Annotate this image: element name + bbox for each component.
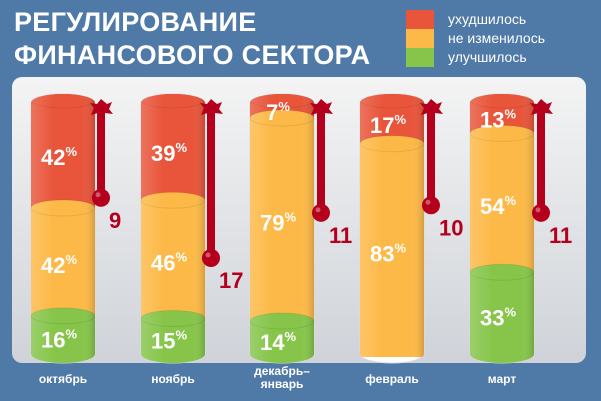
percent-sign: % [65,144,77,159]
thermometer-bulb-4 [532,203,550,222]
bar-group-1: 39%46%15% [140,93,206,364]
legend-swatch-worse [406,10,434,29]
percent-sign: % [394,240,406,255]
percent-sign: % [65,326,77,341]
thermometer-3: 10 [420,99,463,240]
tube-gloss [31,94,95,363]
data-label-worse-3: 17% [370,112,406,138]
thermometer-bulb-highlight-3 [425,199,431,205]
bar-group-3: 17%83% [359,93,425,364]
title-line-2: ФИНАНСОВОГО СЕКТОРА [14,40,371,70]
legend-label-same: не изменилось [448,30,546,46]
month-labels: октябрь ноябрь декабрь– январь февраль м… [0,365,601,401]
thermometer-1: 17 [200,99,243,293]
tube-gloss [360,94,424,363]
thermometer-bulb-1 [202,249,220,267]
data-label-better-2: 14% [260,329,296,355]
thermometer-stem-4 [537,108,545,213]
percent-sign: % [175,328,187,343]
chart-title: РЕГУЛИРОВАНИЕ ФИНАНСОВОГО СЕКТОРА [14,6,370,72]
tube-gloss [250,94,314,363]
month-label-4: март [487,372,517,386]
thermometer-bulb-highlight-4 [535,207,541,213]
percent-sign: % [504,107,516,122]
tube-gloss [470,94,534,363]
legend-swatch-better [406,48,434,67]
legend-label-worse: ухудшилось [448,11,527,27]
month-label-0: октябрь [38,372,88,386]
thermometer-bulb-3 [422,196,440,215]
month-label-1: ноябрь [151,372,195,386]
thermometer-0: 9 [90,99,121,233]
percent-sign: % [504,193,516,208]
percent-sign: % [175,249,187,264]
month-label-2: декабрь– январь [254,364,310,391]
percent-sign: % [284,210,296,225]
percent-sign: % [278,99,290,114]
legend-swatch-same [406,29,434,48]
thermometer-2: 11 [310,99,352,248]
thermometer-bulb-highlight-0 [95,192,101,198]
legend-label-better: улучшилось [448,49,527,65]
thermometer-stem-2 [317,108,325,213]
thermometer-value-3: 10 [439,215,463,240]
thermometer-stem-0 [97,108,105,198]
bar-group-0: 42%42%16% [30,93,96,364]
thermometer-stem-1 [207,108,215,258]
data-label-same-0: 42% [41,252,77,278]
thermometer-bulb-0 [92,188,110,207]
percent-sign: % [394,112,406,127]
bar-group-2: 7%79%14% [249,93,315,364]
thermometer-4: 11 [530,99,572,248]
bar-group-4: 13%54%33% [469,93,535,364]
tube-gloss [141,94,205,363]
thermometer-value-2: 11 [329,223,352,248]
thermometer-value-1: 17 [219,268,243,293]
thermometer-stem-3 [427,108,435,206]
title-line-1: РЕГУЛИРОВАНИЕ [14,7,257,37]
thermometer-value-0: 9 [109,208,121,233]
month-label-3: февраль [365,372,419,386]
thermometer-value-4: 11 [549,223,572,248]
thermometer-bulb-highlight-1 [205,252,211,258]
thermometer-bulb-highlight-2 [315,207,321,213]
percent-sign: % [65,252,77,267]
percent-sign: % [504,305,516,320]
percent-sign: % [175,140,187,155]
percent-sign: % [284,329,296,344]
thermometer-bulb-2 [312,203,330,222]
